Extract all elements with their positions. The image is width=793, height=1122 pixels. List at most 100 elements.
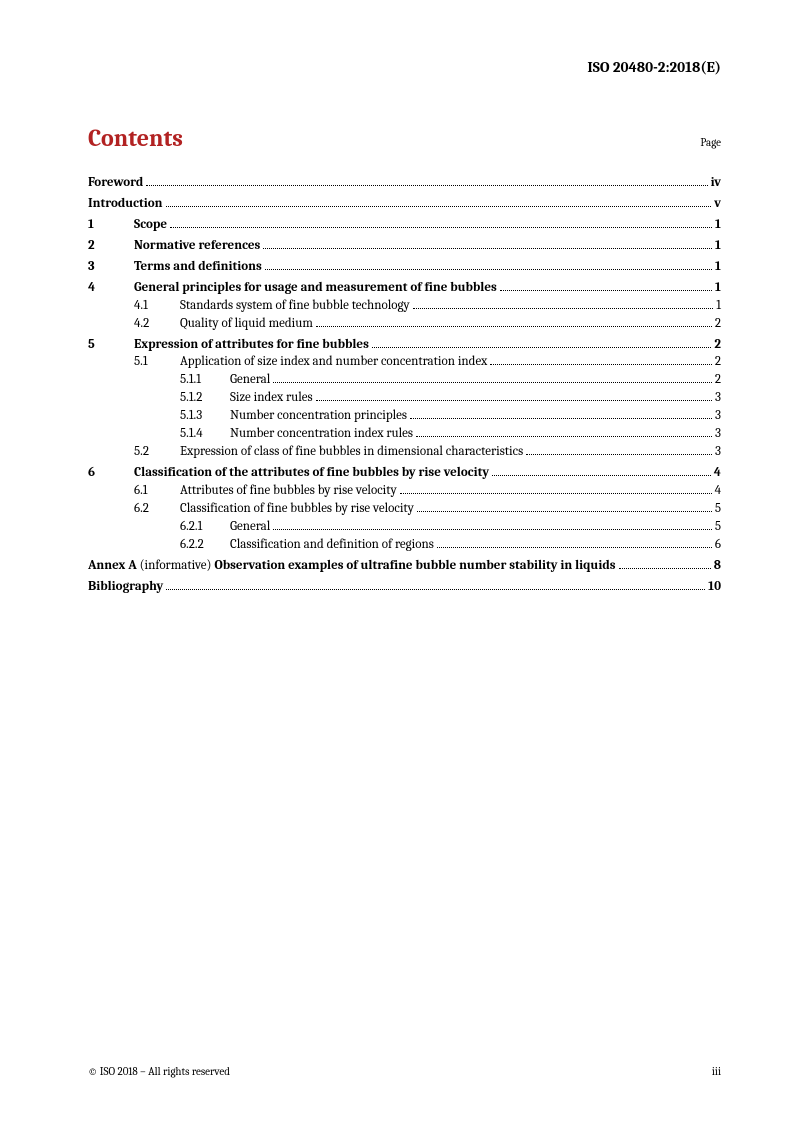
toc-number: 4.1 xyxy=(134,297,180,315)
document-id: ISO 20480-2:2018(E) xyxy=(587,58,721,76)
toc-label: Bibliography xyxy=(88,578,163,596)
toc-page: 1 xyxy=(715,279,721,297)
copyright-text: © ISO 2018 – All rights reserved xyxy=(88,1065,230,1078)
toc-leader xyxy=(490,364,712,365)
toc-number: 6.1 xyxy=(134,482,180,500)
toc-page: 2 xyxy=(715,315,721,333)
page-footer: © ISO 2018 – All rights reserved iii xyxy=(88,1065,721,1078)
toc-leader xyxy=(273,382,712,383)
toc-number: 2 xyxy=(88,237,134,255)
document-header: ISO 20480-2:2018(E) xyxy=(88,58,721,76)
toc-row: 4.2Quality of liquid medium2 xyxy=(88,315,721,333)
toc-page: 4 xyxy=(714,464,721,482)
toc-label: Introduction xyxy=(88,195,163,213)
toc-row: Annex A (informative) Observation exampl… xyxy=(88,557,721,575)
toc-row: 4General principles for usage and measur… xyxy=(88,279,721,297)
toc-leader xyxy=(316,326,712,327)
toc-leader xyxy=(619,568,711,569)
toc-number: 6.2 xyxy=(134,500,180,518)
toc-page: v xyxy=(714,195,721,213)
toc-leader xyxy=(437,547,712,548)
page-label: Page xyxy=(700,136,721,149)
toc-label: General xyxy=(230,371,270,389)
toc-page: 8 xyxy=(714,557,721,575)
toc-label: Scope xyxy=(134,216,167,234)
toc-number: 1 xyxy=(88,216,134,234)
toc-leader xyxy=(166,589,705,590)
toc-label: Size index rules xyxy=(230,389,313,407)
toc-number: 6.2.1 xyxy=(180,518,230,536)
toc-leader xyxy=(273,529,712,530)
toc-number: 3 xyxy=(88,258,134,276)
toc-label: General principles for usage and measure… xyxy=(134,279,497,297)
toc-leader xyxy=(410,418,712,419)
toc-page: 10 xyxy=(708,578,721,596)
toc-label: General xyxy=(230,518,270,536)
toc-leader xyxy=(416,436,712,437)
toc-page: 5 xyxy=(715,518,721,536)
toc-label: Number concentration index rules xyxy=(230,425,413,443)
toc-row: 5.1.3Number concentration principles3 xyxy=(88,407,721,425)
toc-leader xyxy=(492,475,711,476)
toc-leader xyxy=(413,308,714,309)
toc-label: Expression of class of fine bubbles in d… xyxy=(180,443,523,461)
toc-number: 5.1.4 xyxy=(180,425,230,443)
toc-page: 5 xyxy=(715,500,721,518)
toc-leader xyxy=(166,206,712,207)
toc-row: 5.1.1General2 xyxy=(88,371,721,389)
toc-row: Forewordiv xyxy=(88,174,721,192)
toc-row: 2Normative references 1 xyxy=(88,237,721,255)
toc-leader xyxy=(526,454,712,455)
toc-row: 6Classification of the attributes of fin… xyxy=(88,464,721,482)
page-number: iii xyxy=(712,1065,721,1078)
toc-row: 5.1.2Size index rules 3 xyxy=(88,389,721,407)
toc-label: Terms and definitions xyxy=(134,258,262,276)
toc-label: Number concentration principles xyxy=(230,407,407,425)
toc-leader xyxy=(500,290,712,291)
toc-row: 1Scope1 xyxy=(88,216,721,234)
toc-number: 6 xyxy=(88,464,134,482)
toc-row: 5Expression of attributes for fine bubbl… xyxy=(88,336,721,354)
toc-label: Quality of liquid medium xyxy=(180,315,313,333)
toc-row: 6.2.2Classification and definition of re… xyxy=(88,536,721,554)
toc-leader xyxy=(400,493,712,494)
toc-number: 4 xyxy=(88,279,134,297)
toc-number: 5.1.2 xyxy=(180,389,230,407)
toc-page: 3 xyxy=(715,407,721,425)
toc-label: Standards system of fine bubble technolo… xyxy=(180,297,410,315)
toc-row: 4.1Standards system of fine bubble techn… xyxy=(88,297,721,315)
toc-leader xyxy=(146,185,707,186)
toc-page: 3 xyxy=(715,389,721,407)
toc-number: 5 xyxy=(88,336,134,354)
toc-leader xyxy=(265,269,712,270)
contents-title: Contents xyxy=(88,124,183,152)
toc-row: 5.1Application of size index and number … xyxy=(88,353,721,371)
toc-label: Classification of the attributes of fine… xyxy=(134,464,489,482)
toc-label: Attributes of fine bubbles by rise veloc… xyxy=(180,482,397,500)
toc-page: 6 xyxy=(715,536,721,554)
toc-leader xyxy=(263,248,712,249)
toc-number: 6.2.2 xyxy=(180,536,230,554)
toc-row: 5.1.4Number concentration index rules3 xyxy=(88,425,721,443)
toc-label: Application of size index and number con… xyxy=(180,353,487,371)
toc-row: Introduction v xyxy=(88,195,721,213)
toc-number: 5.1 xyxy=(134,353,180,371)
toc-page: 1 xyxy=(716,297,721,315)
toc-leader xyxy=(170,227,712,228)
toc-row: 5.2Expression of class of fine bubbles i… xyxy=(88,443,721,461)
contents-heading-row: Contents Page xyxy=(88,124,721,152)
toc-leader xyxy=(417,511,712,512)
toc-number: 5.1.1 xyxy=(180,371,230,389)
toc-row: 6.2Classification of fine bubbles by ris… xyxy=(88,500,721,518)
toc-row: Bibliography 10 xyxy=(88,578,721,596)
toc-leader xyxy=(372,347,712,348)
toc-label: Foreword xyxy=(88,174,143,192)
toc-number: 5.2 xyxy=(134,443,180,461)
toc-page: 4 xyxy=(715,482,721,500)
toc-label: Normative references xyxy=(134,237,260,255)
toc-label: Annex A (informative) Observation exampl… xyxy=(88,557,616,575)
toc-page: 2 xyxy=(714,336,721,354)
toc-label: Expression of attributes for fine bubble… xyxy=(134,336,369,354)
table-of-contents: ForewordivIntroductionv1Scope12Normative… xyxy=(88,174,721,596)
toc-page: 1 xyxy=(715,237,721,255)
